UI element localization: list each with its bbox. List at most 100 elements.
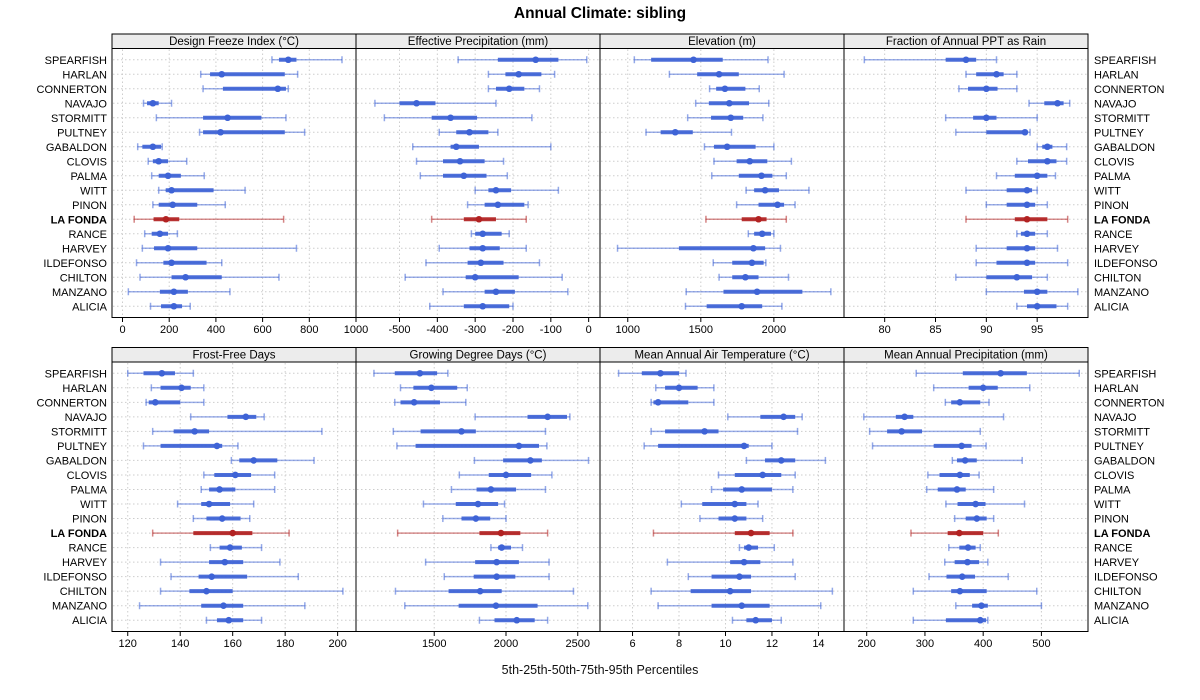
- x-tick-label: 90: [980, 324, 992, 336]
- median-dot: [151, 399, 159, 406]
- station-label-right: CLOVIS: [1094, 470, 1134, 482]
- series-gabaldon: [473, 456, 590, 464]
- median-dot: [736, 573, 743, 580]
- median-dot: [164, 172, 172, 180]
- series-ildefonso: [170, 573, 300, 581]
- series-stormitt: [686, 114, 764, 122]
- station-label-right: CONNERTON: [1094, 397, 1165, 409]
- station-label-right: LA FONDA: [1094, 214, 1150, 226]
- series-harlan: [965, 70, 1018, 78]
- median-dot: [155, 157, 162, 165]
- series-harlan: [199, 70, 299, 78]
- median-dot: [494, 201, 502, 209]
- series-pultney: [142, 442, 239, 450]
- x-tick-label: 200: [160, 324, 178, 336]
- median-dot: [983, 114, 990, 122]
- series-stormitt: [151, 427, 323, 435]
- panel-strip-title: Design Freeze Index (°C): [169, 36, 299, 48]
- x-tick-label: -200: [502, 324, 524, 336]
- panel-background: [600, 48, 844, 318]
- median-dot: [750, 244, 757, 252]
- median-dot: [472, 515, 480, 522]
- median-dot: [213, 442, 221, 450]
- series-pinon: [699, 515, 764, 523]
- station-label-right: NAVAJO: [1094, 98, 1137, 110]
- station-label-left: CLOVIS: [67, 156, 107, 168]
- station-label-left: CHILTON: [60, 272, 107, 284]
- median-dot: [715, 70, 723, 78]
- median-dot: [953, 486, 961, 493]
- median-dot: [774, 201, 781, 209]
- station-label-right: ALICIA: [1094, 301, 1130, 313]
- x-tick-label: 2500: [566, 638, 590, 650]
- median-dot: [759, 471, 766, 479]
- median-dot: [1013, 273, 1021, 281]
- series-clovis: [458, 471, 553, 479]
- series-harvey: [438, 244, 527, 252]
- panel-background: [844, 362, 1088, 632]
- median-dot: [1033, 288, 1041, 296]
- series-rance: [738, 544, 776, 552]
- series-spearfish: [457, 56, 588, 64]
- series-manzano: [985, 288, 1079, 296]
- series-harvey: [424, 558, 550, 566]
- median-dot: [993, 70, 1000, 78]
- x-tick-label: 1000: [344, 324, 368, 336]
- series-spearfish: [863, 56, 998, 64]
- median-dot: [761, 186, 769, 194]
- station-label-left: RANCE: [68, 543, 107, 555]
- series-connerton: [958, 85, 1018, 93]
- x-tick-label: 300: [916, 638, 934, 650]
- panel-effective-precipitation-mm: -500 -400 -300 -200 -100 0 Effective Precipita…: [355, 33, 601, 336]
- series-chilton: [718, 273, 790, 281]
- median-dot: [1023, 244, 1031, 252]
- median-dot: [777, 457, 785, 464]
- panel-frost-free-days: 120 140 160 180 200 Frost-Free Days: [111, 347, 357, 650]
- x-tick-label: -400: [426, 324, 448, 336]
- series-ildefonso: [975, 259, 1069, 267]
- panel-strip-title: Effective Precipitation (mm): [408, 36, 549, 48]
- station-label-left: LA FONDA: [51, 214, 107, 226]
- panel-fraction-of-annual-ppt-as-rain: 80 85 90 95 Fraction of Annual PPT as Rain: [843, 33, 1089, 336]
- median-dot: [447, 114, 454, 122]
- median-dot: [746, 157, 754, 165]
- median-dot: [452, 143, 460, 151]
- median-dot: [726, 99, 733, 107]
- median-dot: [162, 215, 170, 223]
- series-spearfish: [373, 369, 449, 377]
- series-harlan: [399, 384, 468, 392]
- series-witt: [176, 500, 255, 508]
- series-connerton: [202, 85, 290, 93]
- series-alicia: [1016, 302, 1069, 310]
- series-pinon: [985, 201, 1049, 209]
- median-dot: [544, 413, 551, 421]
- series-spearfish: [633, 56, 769, 64]
- median-dot: [158, 369, 166, 377]
- median-dot: [740, 558, 748, 566]
- median-dot: [471, 273, 479, 281]
- series-la-fonda: [151, 529, 290, 537]
- series-spearfish: [915, 369, 1081, 377]
- median-dot: [203, 587, 210, 595]
- median-dot: [515, 70, 522, 78]
- series-palma: [150, 172, 205, 180]
- median-dot: [410, 399, 418, 406]
- series-witt: [680, 500, 759, 508]
- station-label-left: PINON: [72, 514, 107, 526]
- median-dot: [1021, 128, 1029, 136]
- series-navajo: [727, 413, 803, 421]
- x-tick-label: 200: [858, 638, 876, 650]
- series-navajo: [189, 413, 265, 421]
- series-witt: [422, 500, 506, 508]
- median-dot: [456, 157, 464, 165]
- median-dot: [164, 244, 172, 252]
- median-dot: [1023, 186, 1031, 194]
- median-dot: [961, 457, 969, 464]
- station-label-left: PULTNEY: [57, 441, 108, 453]
- panel-growing-degree-days-c: 1500 2000 2500 Growing Degree Days (°C): [355, 347, 601, 650]
- x-tick-label: 0: [586, 324, 592, 336]
- x-tick-label: 1500: [422, 638, 446, 650]
- series-gabaldon: [230, 456, 315, 464]
- series-ildefonso: [443, 573, 550, 581]
- station-label-right: SPEARFISH: [1094, 368, 1156, 380]
